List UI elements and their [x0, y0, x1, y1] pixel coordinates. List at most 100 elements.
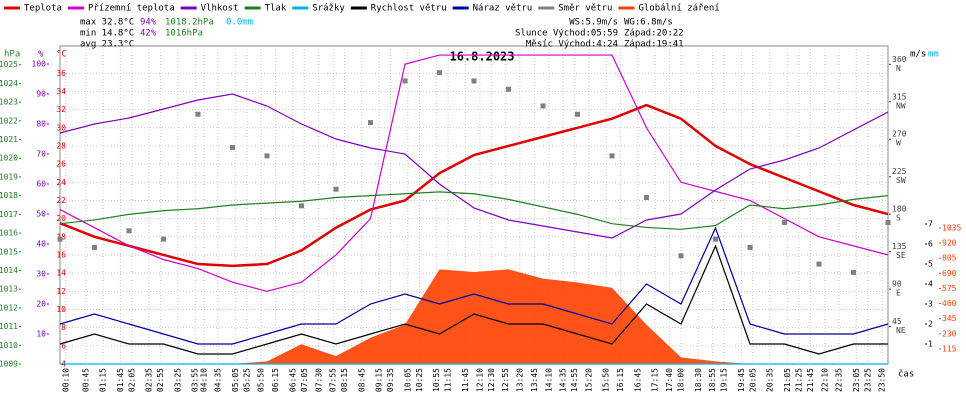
- y-tick-label: 805: [942, 254, 957, 263]
- y-tick-label: 22: [56, 196, 66, 205]
- series-line: [59, 93, 889, 239]
- y-tick-label: 2: [928, 320, 933, 329]
- y-tick-label: 225: [892, 167, 907, 176]
- x-tick-label: 00:10: [61, 368, 70, 392]
- x-tick-label: 06:15: [271, 368, 280, 392]
- stat: 94%: [140, 18, 157, 28]
- x-tick-label: 07:55: [329, 368, 338, 392]
- y-tick-label: 45: [892, 317, 902, 326]
- legend-label: Srážky: [312, 4, 345, 14]
- x-tick-label: 05:05: [231, 368, 240, 392]
- x-tick-label: 21:45: [806, 368, 815, 392]
- wind-direction-point: [92, 244, 97, 250]
- y-tick-label: 8: [61, 323, 66, 332]
- x-tick-label: 10:55: [432, 368, 441, 392]
- y-tick-label: 230: [942, 329, 957, 338]
- wind-direction-point: [471, 78, 477, 84]
- x-axis-label: čas: [898, 369, 914, 380]
- x-tick-label: 17:40: [665, 368, 674, 392]
- wind-direction-point: [885, 219, 891, 225]
- wind-direction-point: [161, 236, 166, 242]
- y-tick-label: SE: [896, 251, 906, 260]
- y-tick-label: 30: [56, 123, 66, 132]
- x-tick-label: 10:25: [415, 368, 424, 392]
- x-tick-label: 13:45: [530, 368, 539, 392]
- x-tick-label: 14:55: [570, 368, 579, 392]
- y-tick-label: 1015: [0, 247, 18, 256]
- moon: Západ:19:41: [624, 40, 684, 50]
- stat: 42%: [140, 29, 157, 39]
- x-tick-label: 18:55: [708, 368, 717, 392]
- wind-direction-point: [333, 186, 339, 192]
- y-tick-label: 1021: [0, 135, 18, 144]
- y-tick-label: 345: [942, 314, 957, 323]
- x-tick-label: 14:10: [544, 368, 553, 392]
- y-tick-label: 1017: [0, 210, 18, 219]
- x-tick-label: 09:15: [375, 368, 384, 392]
- y-tick-label: SW: [896, 176, 906, 185]
- y-tick-label: 135: [892, 242, 907, 251]
- x-tick-label: 20:35: [766, 368, 775, 392]
- y-tick-label: 690: [942, 269, 957, 278]
- y-tick-label: 5: [928, 260, 933, 269]
- x-tick-label: 09:35: [386, 368, 395, 392]
- y-tick-label: 100: [32, 60, 47, 69]
- x-tick-label: 02:05: [127, 368, 136, 392]
- x-tick-label: 06:45: [288, 368, 297, 392]
- stat: 0.0mm: [226, 18, 253, 28]
- sun: Slunce Východ:05:59: [515, 29, 618, 39]
- x-tick-label: 23:50: [878, 368, 887, 392]
- y-tick-label: W: [896, 139, 901, 148]
- wind-direction-point: [368, 120, 373, 126]
- wind-direction-point: [851, 269, 856, 275]
- y-tick-label: 1018: [0, 191, 18, 200]
- wind-direction-point: [816, 261, 822, 267]
- y-tick-label: 1020: [0, 154, 18, 163]
- y-tick-label: NW: [896, 101, 906, 110]
- y-tick-label: 40: [36, 240, 46, 249]
- y-tick-label: S: [896, 214, 901, 223]
- y-tick-label: 7: [928, 220, 933, 229]
- y-tick-label: NE: [896, 326, 906, 335]
- y-tick-label: 24: [56, 178, 66, 187]
- x-tick-label: 04:35: [214, 368, 223, 392]
- x-tick-label: 16:45: [633, 368, 642, 392]
- x-tick-label: 13:20: [515, 368, 524, 392]
- series-line: [59, 103, 889, 268]
- stat: min 14.8°C: [80, 29, 134, 39]
- axis-unit: mm: [928, 50, 939, 60]
- y-tick-label: 32: [56, 105, 66, 114]
- wind-direction-point: [713, 236, 718, 242]
- wind-direction-point: [609, 153, 615, 159]
- y-tick-label: 1011: [0, 322, 18, 331]
- x-tick-label: 22:35: [835, 368, 844, 392]
- y-tick-label: 20: [36, 300, 46, 309]
- y-tick-label: 16: [56, 250, 66, 259]
- wind-direction-point: [540, 103, 546, 109]
- y-tick-label: 60: [36, 180, 46, 189]
- y-tick-label: N: [896, 64, 901, 73]
- wind-direction-point: [506, 86, 511, 92]
- y-tick-label: 270: [892, 130, 907, 139]
- x-tick-label: 16:15: [616, 368, 625, 392]
- y-tick-label: 20: [56, 214, 66, 223]
- y-tick-label: 460: [942, 299, 957, 308]
- y-tick-label: 12: [56, 287, 66, 296]
- x-tick-label: 05:25: [242, 368, 251, 392]
- legend-label: Vlhkost: [201, 4, 239, 14]
- x-tick-label: 19:45: [737, 368, 746, 392]
- y-tick-label: 90: [36, 90, 46, 99]
- y-tick-label: 26: [56, 160, 66, 169]
- x-tick-label: 08:45: [357, 368, 366, 392]
- wind-direction-point: [126, 228, 132, 234]
- wind-direction-point: [57, 236, 63, 242]
- x-tick-label: 23:05: [852, 368, 861, 392]
- wind-direction-point: [678, 253, 684, 259]
- wind-direction-point: [264, 153, 270, 159]
- x-tick-label: 07:05: [300, 368, 309, 392]
- y-tick-label: 6: [61, 341, 66, 350]
- wind-direction-point: [782, 219, 787, 225]
- x-tick-label: 12:10: [475, 368, 484, 392]
- x-tick-label: 12:55: [501, 368, 510, 392]
